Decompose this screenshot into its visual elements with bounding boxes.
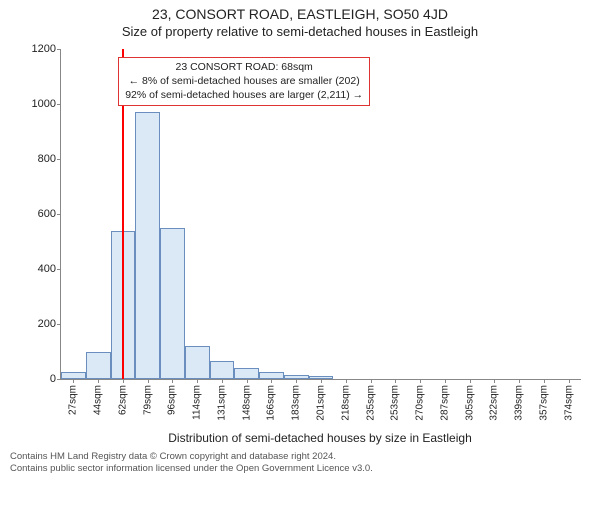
- histogram-bar: [259, 372, 284, 379]
- x-tick-mark: [172, 379, 173, 383]
- footer-line-1: Contains HM Land Registry data © Crown c…: [10, 451, 590, 463]
- x-tick-mark: [395, 379, 396, 383]
- y-tick-label: 0: [50, 373, 56, 385]
- x-tick-mark: [73, 379, 74, 383]
- x-tick-mark: [371, 379, 372, 383]
- x-tick-label: 253sqm: [390, 385, 401, 421]
- x-tick-label: 339sqm: [514, 385, 525, 421]
- annotation-line: 92% of semi-detached houses are larger (…: [125, 89, 363, 103]
- x-tick-mark: [346, 379, 347, 383]
- y-tick-mark: [57, 159, 61, 160]
- x-tick-mark: [569, 379, 570, 383]
- annotation-box: 23 CONSORT ROAD: 68sqm← 8% of semi-detac…: [118, 57, 370, 106]
- x-tick-mark: [470, 379, 471, 383]
- x-tick-label: 114sqm: [192, 385, 203, 420]
- x-tick-mark: [296, 379, 297, 383]
- x-tick-mark: [123, 379, 124, 383]
- x-tick-label: 374sqm: [563, 385, 574, 421]
- footer-attribution: Contains HM Land Registry data © Crown c…: [0, 449, 600, 475]
- x-tick-mark: [222, 379, 223, 383]
- x-tick-mark: [321, 379, 322, 383]
- y-tick-mark: [57, 49, 61, 50]
- plot-area: 02004006008001000120027sqm44sqm62sqm79sq…: [60, 49, 581, 380]
- footer-line-2: Contains public sector information licen…: [10, 463, 590, 475]
- page-subtitle: Size of property relative to semi-detach…: [0, 24, 600, 39]
- histogram-bar: [185, 346, 210, 379]
- histogram-bar: [61, 372, 86, 379]
- x-tick-mark: [271, 379, 272, 383]
- x-tick-label: 305sqm: [464, 385, 475, 421]
- y-tick-label: 800: [38, 153, 56, 165]
- y-tick-label: 400: [38, 263, 56, 275]
- histogram-bar: [210, 361, 235, 379]
- x-tick-label: 79sqm: [142, 385, 153, 415]
- y-tick-mark: [57, 269, 61, 270]
- x-tick-label: 44sqm: [93, 385, 104, 415]
- annotation-line: 23 CONSORT ROAD: 68sqm: [125, 61, 363, 75]
- y-tick-label: 1200: [32, 43, 56, 55]
- x-tick-label: 235sqm: [365, 385, 376, 421]
- y-tick-label: 600: [38, 208, 56, 220]
- histogram-bar: [234, 368, 259, 379]
- x-tick-label: 131sqm: [216, 385, 227, 421]
- x-tick-mark: [494, 379, 495, 383]
- y-tick-mark: [57, 104, 61, 105]
- x-tick-label: 218sqm: [340, 385, 351, 421]
- x-tick-mark: [544, 379, 545, 383]
- histogram-bar: [135, 112, 160, 379]
- y-tick-label: 1000: [32, 98, 56, 110]
- x-tick-label: 27sqm: [68, 385, 79, 415]
- page-title-address: 23, CONSORT ROAD, EASTLEIGH, SO50 4JD: [0, 6, 600, 22]
- x-tick-mark: [98, 379, 99, 383]
- x-tick-label: 62sqm: [117, 385, 128, 415]
- x-tick-mark: [197, 379, 198, 383]
- x-tick-label: 201sqm: [316, 385, 327, 421]
- x-tick-label: 287sqm: [439, 385, 450, 421]
- x-tick-mark: [247, 379, 248, 383]
- histogram-bar: [86, 352, 111, 380]
- histogram-bar: [160, 228, 185, 379]
- x-tick-mark: [148, 379, 149, 383]
- annotation-line: ← 8% of semi-detached houses are smaller…: [125, 75, 363, 89]
- x-tick-label: 357sqm: [538, 385, 549, 421]
- x-tick-label: 183sqm: [291, 385, 302, 421]
- x-tick-mark: [445, 379, 446, 383]
- y-tick-mark: [57, 324, 61, 325]
- x-tick-label: 96sqm: [167, 385, 178, 415]
- y-tick-mark: [57, 214, 61, 215]
- x-tick-mark: [519, 379, 520, 383]
- x-tick-label: 148sqm: [241, 385, 252, 421]
- x-tick-mark: [420, 379, 421, 383]
- x-tick-label: 166sqm: [266, 385, 277, 421]
- y-tick-label: 200: [38, 318, 56, 330]
- y-tick-mark: [57, 379, 61, 380]
- x-tick-label: 322sqm: [489, 385, 500, 421]
- chart-container: Number of semi-detached properties 02004…: [0, 39, 600, 449]
- x-axis-label: Distribution of semi-detached houses by …: [60, 431, 580, 445]
- x-tick-label: 270sqm: [415, 385, 426, 421]
